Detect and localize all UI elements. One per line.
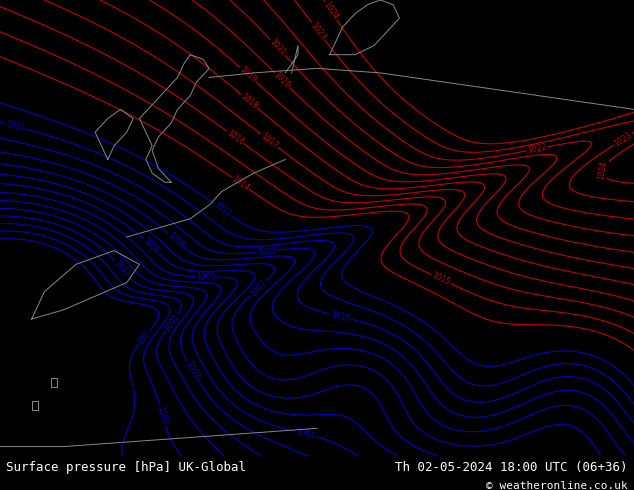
Text: 1015: 1015 — [430, 271, 451, 287]
Text: Surface pressure [hPa] UK-Global: Surface pressure [hPa] UK-Global — [6, 461, 247, 474]
Text: 1018: 1018 — [239, 92, 259, 111]
Text: 1000: 1000 — [156, 405, 170, 426]
Text: 1009: 1009 — [257, 245, 277, 257]
Text: 1007: 1007 — [249, 278, 269, 298]
Text: 1003: 1003 — [183, 359, 201, 381]
Text: 1016: 1016 — [225, 128, 246, 147]
Text: 1006: 1006 — [141, 236, 161, 256]
Text: 1014: 1014 — [230, 174, 250, 192]
Text: 1001: 1001 — [162, 312, 181, 333]
Text: 1013: 1013 — [6, 79, 32, 97]
Text: 1017: 1017 — [259, 131, 280, 150]
Text: 1022: 1022 — [527, 143, 548, 155]
Text: 1012: 1012 — [212, 200, 233, 219]
Text: 1019: 1019 — [238, 65, 258, 84]
Text: 1023: 1023 — [309, 21, 327, 42]
Text: 1010: 1010 — [330, 310, 351, 323]
Text: 1002: 1002 — [112, 259, 131, 279]
Text: 1020: 1020 — [272, 70, 292, 90]
Text: 1004: 1004 — [295, 427, 316, 441]
Text: 1008: 1008 — [165, 230, 186, 250]
Text: 1024: 1024 — [596, 159, 609, 180]
Text: 1023: 1023 — [612, 130, 633, 148]
Text: 1005: 1005 — [196, 272, 216, 281]
Text: 1021: 1021 — [268, 38, 288, 58]
Text: 999: 999 — [136, 329, 152, 346]
Text: 1024: 1024 — [321, 0, 340, 21]
Text: © weatheronline.co.uk: © weatheronline.co.uk — [486, 481, 628, 490]
Text: 1011: 1011 — [4, 119, 25, 133]
Text: Th 02-05-2024 18:00 UTC (06+36): Th 02-05-2024 18:00 UTC (06+36) — [395, 461, 628, 474]
